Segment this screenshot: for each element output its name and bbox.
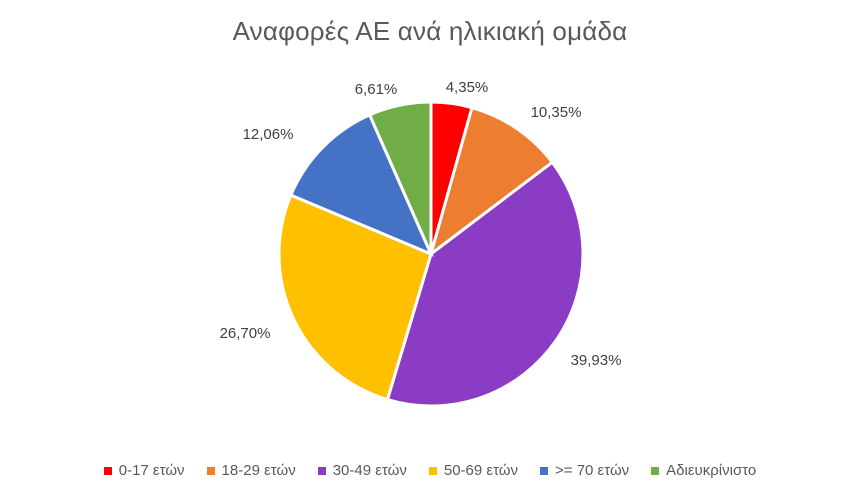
legend-item: 30-49 ετών: [317, 462, 407, 479]
pie-slices: [277, 100, 585, 408]
pie-slice: [288, 112, 434, 257]
legend-item: 0-17 ετών: [103, 462, 185, 479]
pie-slice: [385, 160, 585, 408]
slice-data-label: 26,70%: [220, 325, 271, 342]
slice-data-label: 10,35%: [531, 104, 582, 121]
legend-label: >= 70 ετών: [555, 462, 630, 479]
legend-swatch: [317, 466, 326, 475]
pie-slice: [367, 100, 433, 255]
legend-swatch: [103, 466, 112, 475]
chart-title: Αναφορές ΑΕ ανά ηλικιακή ομάδα: [232, 16, 628, 46]
legend-item: >= 70 ετών: [540, 462, 629, 479]
pie-slice: [428, 105, 555, 258]
legend: 0-17 ετών 18-29 ετών 30-49 ετών 50-69 ετών >…: [0, 462, 860, 479]
slice-data-label: 12,06%: [243, 126, 294, 143]
legend-label: 18-29 ετών: [221, 462, 296, 479]
legend-swatch: [428, 466, 437, 475]
slice-data-label: 39,93%: [571, 352, 622, 369]
pie-data-labels: 4,35% 10,35% 39,93% 26,70% 12,06% 6,61%: [220, 79, 622, 369]
legend-item: Αδιευκρίνιστο: [651, 462, 756, 479]
slice-data-label: 4,35%: [446, 79, 489, 96]
legend-label: 30-49 ετών: [332, 462, 407, 479]
slice-data-label: 6,61%: [355, 81, 398, 98]
legend-label: Αδιευκρίνιστο: [666, 462, 757, 479]
legend-item: 18-29 ετών: [206, 462, 296, 479]
legend-swatch: [651, 466, 660, 475]
legend-swatch: [540, 466, 549, 475]
legend-swatch: [206, 466, 215, 475]
pie-slice: [277, 193, 433, 402]
legend-label: 50-69 ετών: [443, 462, 519, 479]
legend-item: 50-69 ετών: [428, 462, 519, 479]
legend-label: 0-17 ετών: [118, 462, 185, 479]
